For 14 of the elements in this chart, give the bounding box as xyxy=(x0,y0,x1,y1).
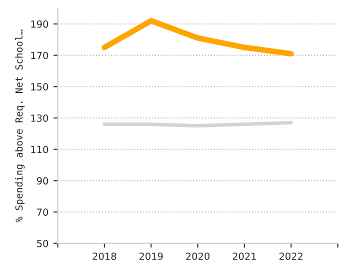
x-tick-label: 2022 xyxy=(279,252,302,260)
y-tick-label: 130 xyxy=(31,114,48,122)
x-tick-label: 2021 xyxy=(232,252,256,260)
y-tick-label: 190 xyxy=(31,20,48,28)
y-tick-label: 110 xyxy=(31,146,48,154)
x-tick-label: 2020 xyxy=(186,252,210,260)
y-tick-label: 170 xyxy=(31,52,48,60)
y-tick-label: 150 xyxy=(31,83,48,90)
y-axis-title: % Spending above Req. Net School… xyxy=(15,30,25,222)
x-tick-label: 2019 xyxy=(139,252,163,260)
y-tick-label: 50 xyxy=(37,240,48,248)
x-tick-label: 2018 xyxy=(92,252,116,260)
y-tick-label: 70 xyxy=(37,208,48,216)
y-tick-label: 90 xyxy=(36,177,48,185)
